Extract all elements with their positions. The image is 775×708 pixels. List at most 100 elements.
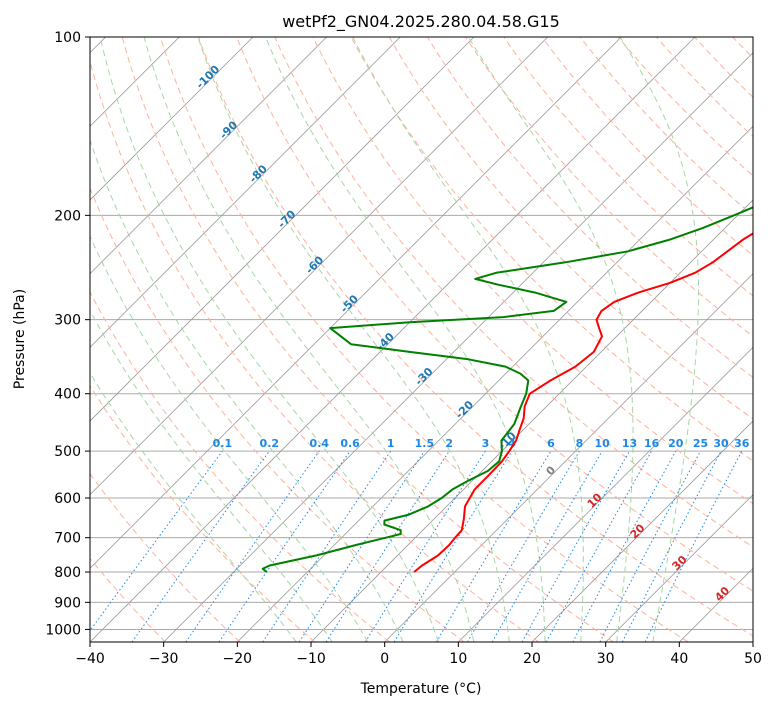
mixing-ratio-label: 1 — [387, 437, 395, 450]
dry-adiabat — [121, 37, 614, 642]
isotherm-line — [531, 420, 753, 642]
mixing-ratio-label: 20 — [668, 437, 684, 450]
y-tick-label: 400 — [54, 387, 81, 403]
mixing-ratio-label: 4 — [508, 437, 516, 450]
isotherm-line — [90, 37, 548, 496]
moist-adiabat — [619, 37, 699, 642]
y-tick-label: 600 — [54, 491, 81, 507]
moist-adiabat — [265, 37, 546, 642]
dewpoint-profile — [261, 206, 753, 573]
x-tick-label: 0 — [380, 651, 389, 667]
mixing-ratio-label: 1.5 — [415, 437, 435, 450]
dry-adiabat — [90, 472, 241, 642]
mixing-ratio-label: 2 — [445, 437, 453, 450]
y-axis-label: Pressure (hPa) — [12, 289, 28, 389]
dry-adiabat — [274, 37, 753, 548]
mixing-ratio-label: 10 — [594, 437, 610, 450]
mixing-ratio-labels: 0.1 0.2 0.4 0.6 1 1.5 2 3 4 6 8 10 13 16 20 25 30 36 — [213, 437, 750, 450]
isotherm-line — [384, 273, 753, 642]
isotherm-line — [90, 37, 327, 275]
plot-frame — [89, 36, 754, 643]
dry-adiabat — [388, 37, 753, 420]
y-axis: 100 200 300 400 500 600 700 800 900 1000 — [45, 30, 90, 638]
moist-adiabat — [197, 37, 510, 642]
dry-adiabat — [236, 37, 753, 592]
dry-adiabat — [426, 37, 753, 379]
moist-adiabat — [90, 235, 369, 642]
mixing-ratio-line — [393, 450, 513, 642]
isotherm-line — [458, 346, 753, 642]
isotherm-line — [90, 37, 254, 201]
mixing-ratio-line — [545, 450, 653, 642]
mixing-ratio-line — [521, 450, 630, 642]
dry-adiabat — [198, 37, 753, 637]
mixing-ratio-line — [218, 450, 351, 642]
y-tick-label: 900 — [54, 595, 81, 611]
mixing-ratio-line — [644, 450, 743, 642]
dry-adiabat — [465, 37, 753, 338]
mixing-ratio-line — [131, 450, 270, 642]
isotherm-line — [90, 37, 401, 348]
moist-adiabat — [90, 371, 297, 642]
mixing-ratio-label: 0.6 — [340, 437, 360, 450]
mixing-ratio-label: 6 — [547, 437, 555, 450]
y-tick-label: 700 — [54, 531, 81, 547]
x-axis: −40 −30 −20 −10 0 10 20 30 40 50 — [75, 642, 762, 667]
x-tick-label: 10 — [449, 651, 467, 667]
dry-adiabat — [503, 37, 753, 297]
x-tick-label: −30 — [149, 651, 179, 667]
y-tick-label: 300 — [54, 313, 81, 329]
mixing-ratio-label: 13 — [622, 437, 637, 450]
y-tick-label: 800 — [54, 565, 81, 581]
mixing-ratio-line — [262, 450, 392, 642]
isotherm-line — [90, 37, 475, 422]
x-tick-label: 20 — [523, 651, 541, 667]
mixing-ratio-label: 0.2 — [260, 437, 280, 450]
mixing-ratio-line — [298, 450, 425, 642]
dry-adiabat — [90, 59, 540, 642]
temperature-profile — [413, 232, 753, 573]
isotherm-line — [90, 37, 696, 642]
mixing-ratio-label: 0.1 — [213, 437, 233, 450]
moist-adiabat — [99, 37, 439, 642]
isotherm-line — [605, 494, 753, 642]
x-tick-label: 40 — [670, 651, 688, 667]
mixing-ratio-line — [572, 450, 677, 642]
chart-title: wetPf2_GN04.2025.280.04.58.G15 — [282, 12, 560, 32]
mixing-ratio-label: 0.4 — [310, 437, 330, 450]
dry-adiabat — [90, 186, 465, 642]
moist-adiabat — [90, 309, 333, 642]
dry-adiabat — [90, 291, 390, 642]
moist-adiabat — [143, 37, 475, 642]
x-tick-label: −10 — [296, 651, 326, 667]
isotherm-line — [237, 125, 753, 642]
dry-adiabat — [90, 384, 316, 642]
moist-adiabat — [352, 37, 584, 642]
x-tick-label: 30 — [597, 651, 615, 667]
isotherm-line — [90, 37, 622, 569]
dry-adiabat — [350, 37, 753, 462]
x-tick-label: 50 — [744, 651, 762, 667]
x-axis-label: Temperature (°C) — [360, 681, 482, 697]
x-tick-label: −40 — [75, 651, 105, 667]
y-tick-label: 500 — [54, 444, 81, 460]
mixing-ratio-line — [185, 450, 320, 642]
profile-lines — [261, 206, 753, 573]
isotherm-line — [163, 52, 753, 642]
mixing-ratio-label: 25 — [693, 437, 708, 450]
isotherm-line — [310, 199, 753, 642]
mixing-ratio-line — [325, 450, 450, 642]
mixing-ratio-line — [90, 450, 223, 632]
y-tick-label: 100 — [54, 30, 81, 46]
mixing-ratio-label: 3 — [482, 437, 490, 450]
mixing-ratio-label: 16 — [644, 437, 660, 450]
mixing-ratio-label: 8 — [576, 437, 584, 450]
y-tick-label: 200 — [54, 208, 81, 224]
x-tick-label: −20 — [223, 651, 253, 667]
y-tick-label: 1000 — [45, 622, 81, 638]
moist-adiabat — [90, 138, 404, 642]
mixing-ratio-label: 36 — [734, 437, 750, 450]
mixing-ratio-label: 30 — [713, 437, 729, 450]
